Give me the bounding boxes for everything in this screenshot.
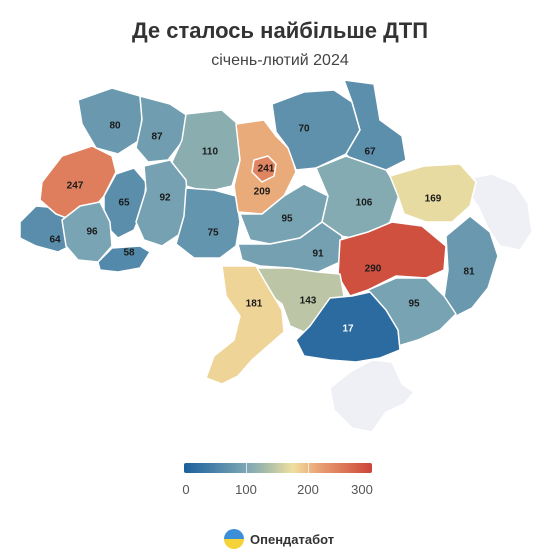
region-khmelnytskyi: [135, 159, 189, 247]
brand-credit: Опендатабот: [224, 529, 334, 549]
value-label-donetsk: 81: [463, 267, 475, 278]
value-label-volyn: 80: [109, 121, 121, 132]
value-label-odesa: 181: [246, 299, 263, 310]
value-label-sumy: 67: [364, 147, 376, 158]
value-label-kherson: 17: [342, 324, 354, 335]
value-label-kirovohrad: 91: [312, 249, 324, 260]
value-label-cherkasy: 95: [281, 214, 293, 225]
value-label-mykolaiv: 143: [300, 296, 317, 307]
region-ivano-frankivsk: [61, 201, 113, 263]
region-luhansk: [465, 173, 533, 251]
value-label-dnipropetrovsk: 290: [365, 264, 382, 275]
value-label-ternopil: 65: [118, 198, 130, 209]
value-label-kharkiv: 169: [425, 194, 442, 205]
region-kherson: [295, 291, 401, 363]
legend-label-300: 300: [351, 482, 373, 497]
chart-title: Де сталось найбільше ДТП: [131, 18, 429, 43]
region-odesa: [205, 265, 285, 385]
value-label-zaporizhzhia: 95: [408, 299, 420, 310]
legend-label-100: 100: [235, 482, 257, 497]
brand-name: Опендатабот: [250, 531, 335, 547]
region-chernivtsi: [97, 245, 151, 273]
value-label-vinnytsia: 75: [207, 228, 219, 239]
opendatabot-logo-icon: [224, 529, 244, 549]
value-label-khmelnytskyi: 92: [159, 193, 171, 204]
value-label-kyiv: 241: [258, 164, 275, 175]
chart-subtitle: січень-лютий 2024: [211, 52, 349, 69]
region-kharkiv: [389, 163, 477, 223]
value-label-kyiv-oblast: 209: [254, 187, 271, 198]
region-donetsk: [443, 215, 499, 317]
region-vinnytsia: [175, 187, 241, 259]
value-label-lviv: 247: [67, 181, 84, 192]
legend-label-0: 0: [182, 482, 190, 497]
region-kyiv: [251, 155, 277, 183]
value-label-zakarpattia: 64: [49, 235, 61, 246]
value-label-poltava: 106: [356, 198, 373, 209]
value-label-chernivtsi: 58: [123, 248, 135, 259]
region-crimea: [329, 359, 415, 433]
value-label-rivne: 87: [151, 132, 163, 143]
legend-tick-mark: [308, 463, 309, 473]
color-scale-legend: [184, 463, 372, 473]
legend-tick-mark: [246, 463, 247, 473]
value-label-chernihiv: 70: [298, 124, 310, 135]
region-zhytomyr: [171, 109, 241, 193]
value-label-zhytomyr: 110: [202, 147, 219, 158]
value-label-ivano-frankivsk: 96: [86, 227, 98, 238]
legend-label-200: 200: [297, 482, 319, 497]
